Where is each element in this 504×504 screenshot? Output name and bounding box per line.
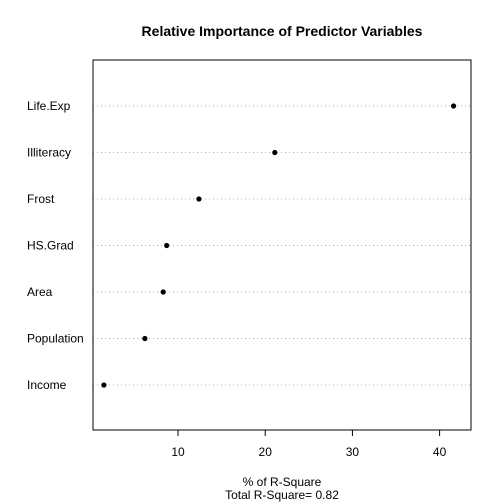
x-axis-label: % of R-Square <box>243 475 322 489</box>
x-tick-label: 40 <box>433 445 447 459</box>
category-labels: Life.Exp Illiteracy Frost HS.Grad Area Popula… <box>27 99 84 392</box>
x-axis: 10 20 30 40 <box>171 430 447 459</box>
category-label: Population <box>27 332 84 346</box>
category-label: Illiteracy <box>27 146 71 160</box>
data-point <box>450 103 457 109</box>
plot-frame <box>92 59 472 431</box>
data-point <box>272 149 278 156</box>
data-point <box>164 242 170 249</box>
chart-subtitle: Total R-Square= 0.82 <box>225 488 339 502</box>
data-point <box>101 382 107 388</box>
category-label: Income <box>27 378 67 392</box>
data-points <box>101 103 457 388</box>
category-label: Area <box>27 285 53 299</box>
data-point <box>160 289 166 295</box>
category-label: HS.Grad <box>27 239 74 253</box>
data-point <box>196 196 202 202</box>
category-label: Life.Exp <box>27 99 71 113</box>
x-tick-label: 30 <box>346 445 360 459</box>
chart-title: Relative Importance of Predictor Variabl… <box>142 23 423 39</box>
data-point <box>142 335 148 342</box>
grid-lines <box>93 105 471 386</box>
category-label: Frost <box>27 192 55 206</box>
x-tick-label: 20 <box>259 445 273 459</box>
x-tick-label: 10 <box>171 445 185 459</box>
